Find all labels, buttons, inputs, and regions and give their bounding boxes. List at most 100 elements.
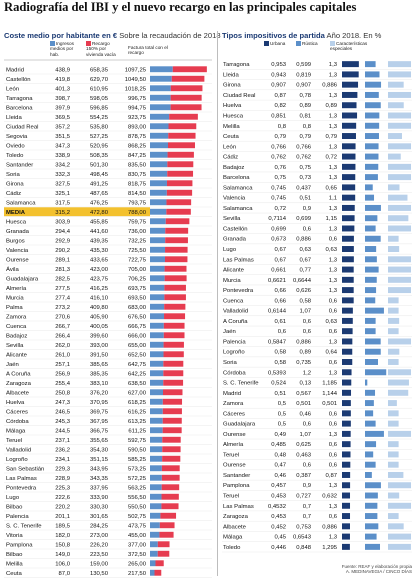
urbana-value: 0,446 xyxy=(271,545,286,551)
urbana-value: 0,745 xyxy=(271,196,286,202)
urbana-bar xyxy=(342,410,351,417)
factura-value: 377,00 xyxy=(128,542,147,548)
especiales-bar xyxy=(388,287,411,294)
row-label: Zamora xyxy=(223,401,244,407)
especiales-value: 0,501 xyxy=(322,401,337,407)
recargo-bar xyxy=(162,398,183,405)
factura-value: 847,25 xyxy=(128,153,147,159)
recargo-value: 491,25 xyxy=(90,181,109,187)
ingresos-value: 220,2 xyxy=(55,504,70,510)
urbana-bar xyxy=(342,492,351,499)
especiales-value: 1,3 xyxy=(329,206,338,212)
legend-swatch-navy xyxy=(264,41,269,46)
especiales-value: 0,6 xyxy=(329,422,338,428)
urbana-bar xyxy=(342,225,355,232)
especiales-bar xyxy=(388,400,397,407)
rustica-bar xyxy=(365,451,374,458)
row-label: Cuenca xyxy=(223,298,244,304)
ingresos-value: 315,2 xyxy=(55,210,70,216)
ingresos-bar xyxy=(150,398,163,405)
especiales-value: 0,6 xyxy=(329,237,338,243)
row-label: Salamanca xyxy=(223,185,253,191)
especiales-value: 1,3 xyxy=(329,226,338,232)
row-label: Oviedo xyxy=(6,143,25,149)
row-label: Barcelona xyxy=(223,175,250,181)
factura-value: 642,25 xyxy=(128,371,147,377)
especiales-bar xyxy=(388,256,411,263)
recargo-bar xyxy=(165,218,190,225)
recargo-bar xyxy=(170,85,203,92)
row-label: Huesca xyxy=(6,219,27,225)
urbana-value: 0,8 xyxy=(278,124,287,130)
factura-value: 923,75 xyxy=(128,115,147,121)
recargo-bar xyxy=(163,332,185,339)
especiales-bar xyxy=(388,317,400,324)
especiales-bar xyxy=(388,410,399,417)
row-label: Ourense xyxy=(223,432,246,438)
recargo-value: 333,90 xyxy=(90,495,109,501)
rustica-value: 0,63 xyxy=(300,247,312,253)
row-label: Cáceres xyxy=(223,411,245,417)
especiales-value: 1,3 xyxy=(329,483,338,489)
rustica-value: 0,9 xyxy=(303,483,311,489)
row-label: Málaga xyxy=(6,428,26,434)
recargo-value: 658,35 xyxy=(90,67,109,73)
ingresos-value: 247,3 xyxy=(55,400,70,406)
rustica-bar xyxy=(365,420,376,427)
especiales-bar xyxy=(388,513,399,520)
urbana-bar xyxy=(342,143,356,150)
especiales-bar xyxy=(388,430,411,437)
row-label: Pamplona xyxy=(223,483,250,489)
factura-value: 878,75 xyxy=(128,134,147,140)
especiales-bar xyxy=(388,194,408,201)
ingresos-value: 347,3 xyxy=(55,143,70,149)
urbana-bar xyxy=(342,307,353,314)
recargo-bar xyxy=(163,341,184,348)
recargo-bar xyxy=(163,351,184,358)
especiales-bar xyxy=(388,389,409,396)
factura-value: 627,00 xyxy=(128,390,147,396)
urbana-value: 0,953 xyxy=(271,62,286,68)
especiales-value: 1,3 xyxy=(329,175,338,181)
ingresos-bar xyxy=(150,303,165,310)
ingresos-bar xyxy=(150,465,162,472)
factura-value: 676,50 xyxy=(128,314,147,320)
rustica-value: 0,437 xyxy=(296,185,311,191)
ingresos-bar xyxy=(150,208,167,215)
legend-ingresos: Ingresos medios por hab. xyxy=(50,41,83,57)
recargo-value: 385,35 xyxy=(90,371,109,377)
recargo-bar xyxy=(160,512,177,519)
rustica-value: 0,6 xyxy=(303,422,312,428)
especiales-bar xyxy=(388,543,411,550)
rustica-value: 0,762 xyxy=(296,155,311,161)
urbana-value: 0,51 xyxy=(275,391,286,397)
urbana-bar xyxy=(342,297,354,304)
especiales-bar xyxy=(388,266,411,273)
especiales-value: 0,886 xyxy=(322,524,337,530)
rustica-bar xyxy=(365,204,381,211)
row-label: Salamanca xyxy=(6,200,36,206)
urbana-bar xyxy=(342,246,354,252)
factura-value: 830,75 xyxy=(128,172,147,178)
urbana-value: 0,6 xyxy=(278,329,287,335)
recargo-bar xyxy=(164,275,187,282)
urbana-bar xyxy=(342,91,358,98)
row-label: A Coruña xyxy=(6,371,31,377)
rustica-value: 0,735 xyxy=(296,360,311,366)
row-label: Lugo xyxy=(223,247,237,253)
factura-value: 652,50 xyxy=(128,352,147,358)
recargo-bar xyxy=(165,227,189,234)
factura-value: 611,25 xyxy=(128,428,146,434)
legend-label-rustica: Rústica xyxy=(302,41,318,46)
ingresos-value: 334,2 xyxy=(55,162,70,168)
especiales-value: 1,3 xyxy=(329,339,338,345)
ingresos-bar xyxy=(150,313,165,320)
ingresos-value: 327,5 xyxy=(55,181,70,187)
urbana-value: 0,6621 xyxy=(268,278,286,284)
ingresos-bar xyxy=(150,446,163,453)
rustica-value: 0,6 xyxy=(303,329,312,335)
recargo-value: 596,85 xyxy=(90,105,109,111)
especiales-value: 0,89 xyxy=(326,103,337,109)
rustica-value: 1,2 xyxy=(303,370,311,376)
recargo-bar xyxy=(170,104,202,111)
